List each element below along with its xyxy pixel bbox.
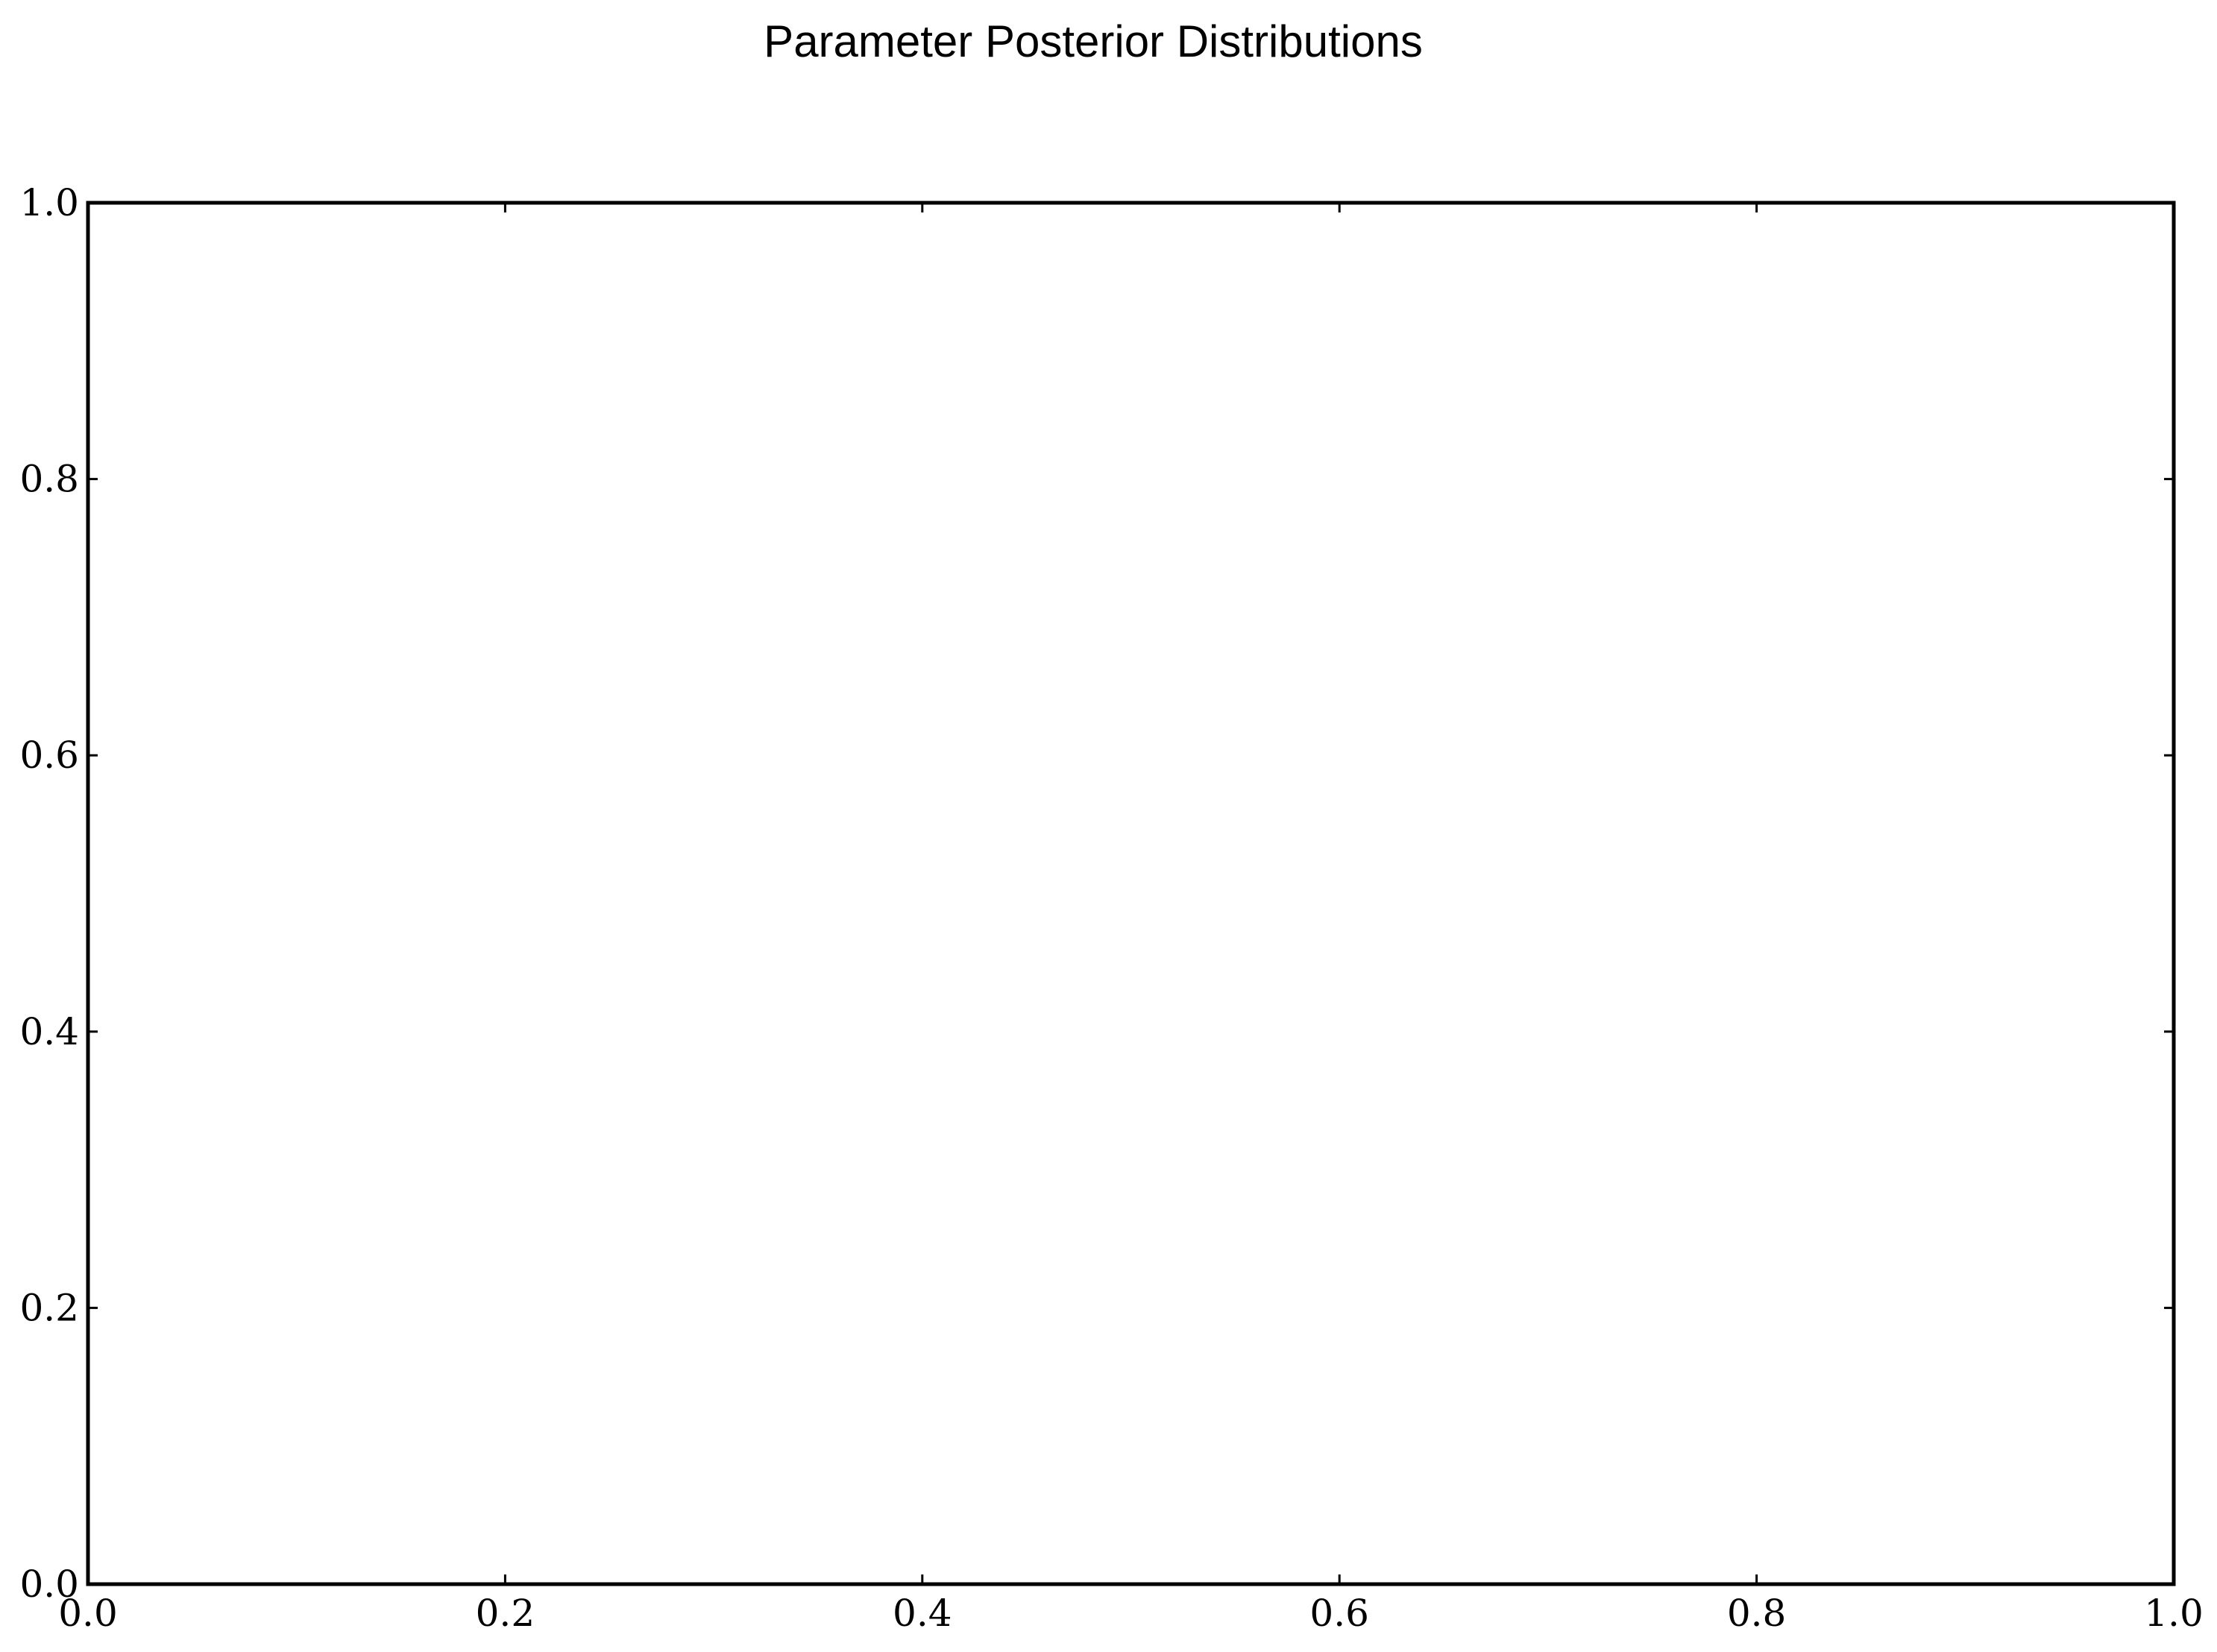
x-tick-label: 0.8 — [1727, 1592, 1787, 1635]
y-tick-label: 0.8 — [19, 458, 79, 501]
y-axis: 0.0 0.2 0.4 0.6 0.8 1.0 — [19, 181, 2174, 1606]
chart-title: Parameter Posterior Distributions — [764, 16, 1423, 66]
x-axis: 0.0 0.2 0.4 0.6 0.8 1.0 — [58, 203, 2204, 1635]
plot-area-frame — [86, 201, 2176, 1586]
y-tick-label: 1.0 — [19, 181, 79, 224]
x-tick-label: 0.4 — [893, 1592, 952, 1635]
x-tick-label: 1.0 — [2144, 1592, 2204, 1635]
x-tick-label: 0.0 — [58, 1592, 118, 1635]
y-tick-label: 0.4 — [19, 1010, 79, 1053]
y-tick-label: 0.0 — [19, 1563, 79, 1606]
x-tick-label: 0.2 — [476, 1592, 535, 1635]
y-tick-label: 0.6 — [19, 734, 79, 777]
y-tick-label: 0.2 — [19, 1286, 79, 1329]
x-tick-label: 0.6 — [1309, 1592, 1369, 1635]
